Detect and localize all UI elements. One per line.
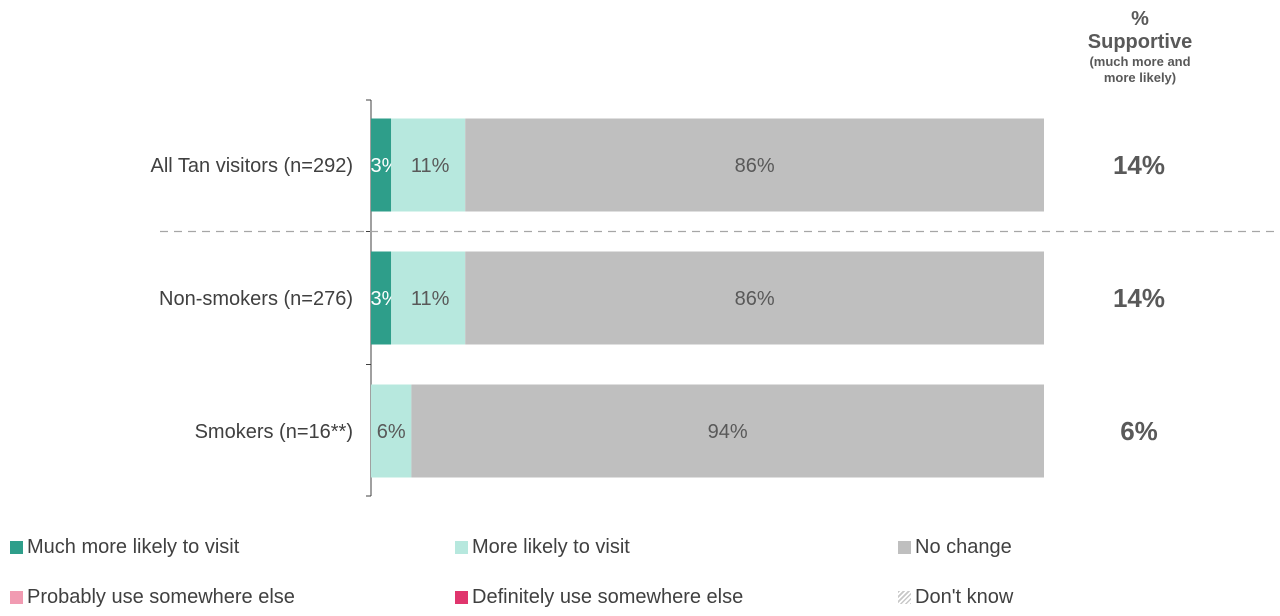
data-label: 86% <box>735 288 775 310</box>
legend-swatch-no-change <box>898 541 911 554</box>
supportive-value: 6% <box>1120 416 1158 446</box>
legend-label-probably-elsewhere: Probably use somewhere else <box>27 586 295 608</box>
data-label: 6% <box>377 421 406 443</box>
bar-segment <box>411 384 1044 478</box>
legend-swatch-much-more-likely <box>10 541 23 554</box>
data-label: 86% <box>735 155 775 177</box>
legend: Much more likely to visit More likely to… <box>10 536 1270 616</box>
data-label: 11% <box>411 288 450 310</box>
legend-item-more-likely: More likely to visit <box>455 536 630 559</box>
supportive-header-symbol: % <box>1131 8 1149 30</box>
bar-segment <box>391 118 466 212</box>
bar-segment <box>391 251 466 345</box>
bar-segment <box>371 384 412 478</box>
legend-item-dont-know: Don't know <box>898 586 1013 609</box>
legend-swatch-probably-elsewhere <box>10 591 23 604</box>
data-label: 94% <box>708 421 748 443</box>
supportive-header: % Supportive (much more and more likely) <box>1060 8 1220 86</box>
category-label: All Tan visitors (n=292) <box>151 155 354 177</box>
bar-segment <box>465 251 1045 345</box>
bar-segment <box>371 251 392 345</box>
supportive-value: 14% <box>1113 150 1165 180</box>
supportive-value: 14% <box>1113 283 1165 313</box>
supportive-header-subtitle-2: more likely) <box>1103 70 1177 85</box>
bar-segment <box>465 118 1045 212</box>
category-label: Non-smokers (n=276) <box>159 288 353 310</box>
legend-item-no-change: No change <box>898 536 1012 559</box>
data-label: 11% <box>411 155 450 177</box>
legend-label-dont-know: Don't know <box>915 586 1014 608</box>
legend-label-much-more-likely: Much more likely to visit <box>27 536 240 558</box>
legend-label-no-change: No change <box>915 536 1012 558</box>
legend-swatch-dont-know <box>898 591 911 604</box>
legend-item-definitely-elsewhere: Definitely use somewhere else <box>455 586 743 609</box>
bar-segment <box>371 118 392 212</box>
legend-swatch-definitely-elsewhere <box>455 591 468 604</box>
legend-label-definitely-elsewhere: Definitely use somewhere else <box>472 586 744 608</box>
category-label: Smokers (n=16**) <box>195 421 353 443</box>
legend-swatch-more-likely <box>455 541 468 554</box>
legend-label-more-likely: More likely to visit <box>472 536 630 558</box>
supportive-header-title: Supportive <box>1087 31 1193 53</box>
supportive-header-subtitle-1: (much more and <box>1089 54 1191 69</box>
legend-item-probably-elsewhere: Probably use somewhere else <box>10 586 295 609</box>
legend-item-much-more-likely: Much more likely to visit <box>10 536 239 559</box>
